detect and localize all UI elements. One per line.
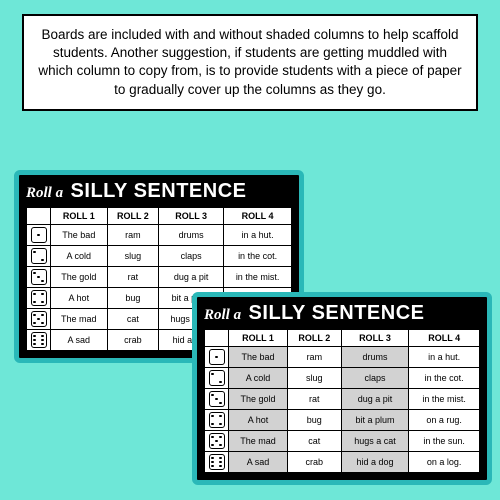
cell: on a log. (409, 452, 480, 473)
dice-icon (209, 433, 225, 449)
cell: The gold (229, 389, 288, 410)
cell: dug a pit (341, 389, 409, 410)
dice-cell (205, 431, 229, 452)
info-text: Boards are included with and without sha… (38, 27, 461, 97)
cell: drums (341, 347, 409, 368)
dice-cell (27, 225, 51, 246)
cell: in the mist. (224, 267, 292, 288)
cell: A hot (229, 410, 288, 431)
dice-cell (205, 410, 229, 431)
cell: A sad (229, 452, 288, 473)
table-row: A sadcrabhid a dogon a log. (205, 452, 480, 473)
cell: bit a plum (341, 410, 409, 431)
cell: The mad (229, 431, 288, 452)
dice-icon (31, 311, 47, 327)
cell: in the mist. (409, 389, 480, 410)
board-title: Roll a SILLY SENTENCE (26, 180, 292, 203)
cell: dug a pit (159, 267, 224, 288)
cell: The bad (229, 347, 288, 368)
dice-cell (27, 288, 51, 309)
cell: hid a dog (341, 452, 409, 473)
cell: ram (288, 347, 342, 368)
cell: A hot (51, 288, 108, 309)
cell: drums (159, 225, 224, 246)
dice-icon (209, 454, 225, 470)
dice-icon (209, 412, 225, 428)
cell: rat (107, 267, 158, 288)
board-shaded: Roll a SILLY SENTENCE ROLL 1ROLL 2ROLL 3… (192, 292, 492, 485)
dice-icon (31, 290, 47, 306)
cell: cat (288, 431, 342, 452)
dice-icon (209, 349, 225, 365)
title-prefix: Roll a (26, 185, 63, 201)
dice-cell (205, 389, 229, 410)
cell: cat (107, 309, 158, 330)
cell: bug (288, 410, 342, 431)
dice-cell (27, 330, 51, 351)
table-row: A coldslugclapsin the cot. (27, 246, 292, 267)
col-header (27, 208, 51, 225)
cell: ram (107, 225, 158, 246)
cell: A sad (51, 330, 108, 351)
table-row: The goldratdug a pitin the mist. (205, 389, 480, 410)
col-header (205, 330, 229, 347)
cell: in the cot. (409, 368, 480, 389)
board-title: Roll a SILLY SENTENCE (204, 302, 480, 325)
cell: slug (288, 368, 342, 389)
col-header: ROLL 2 (107, 208, 158, 225)
col-header: ROLL 1 (51, 208, 108, 225)
table-row: The goldratdug a pitin the mist. (27, 267, 292, 288)
cell: claps (159, 246, 224, 267)
cell: bug (107, 288, 158, 309)
cell: A cold (229, 368, 288, 389)
col-header: ROLL 1 (229, 330, 288, 347)
cell: A cold (51, 246, 108, 267)
roll-table-shaded: ROLL 1ROLL 2ROLL 3ROLL 4The badramdrumsi… (204, 329, 480, 473)
dice-cell (27, 246, 51, 267)
dice-icon (31, 227, 47, 243)
cell: rat (288, 389, 342, 410)
dice-icon (31, 332, 47, 348)
cell: hugs a cat (341, 431, 409, 452)
dice-icon (209, 370, 225, 386)
col-header: ROLL 2 (288, 330, 342, 347)
dice-cell (27, 267, 51, 288)
cell: in a hut. (224, 225, 292, 246)
table-row: A hotbugbit a plumon a rug. (205, 410, 480, 431)
dice-cell (205, 452, 229, 473)
col-header: ROLL 3 (341, 330, 409, 347)
table-row: A coldslugclapsin the cot. (205, 368, 480, 389)
dice-icon (31, 269, 47, 285)
dice-cell (205, 347, 229, 368)
cell: crab (107, 330, 158, 351)
dice-cell (205, 368, 229, 389)
cell: claps (341, 368, 409, 389)
dice-cell (27, 309, 51, 330)
cell: The bad (51, 225, 108, 246)
table-row: The badramdrumsin a hut. (27, 225, 292, 246)
cell: The mad (51, 309, 108, 330)
dice-icon (31, 248, 47, 264)
col-header: ROLL 3 (159, 208, 224, 225)
col-header: ROLL 4 (224, 208, 292, 225)
info-box: Boards are included with and without sha… (22, 14, 478, 111)
title-main: SILLY SENTENCE (71, 180, 247, 202)
table-row: The badramdrumsin a hut. (205, 347, 480, 368)
col-header: ROLL 4 (409, 330, 480, 347)
table-row: The madcathugs a catin the sun. (205, 431, 480, 452)
cell: crab (288, 452, 342, 473)
dice-icon (209, 391, 225, 407)
cell: The gold (51, 267, 108, 288)
cell: in a hut. (409, 347, 480, 368)
title-prefix: Roll a (204, 307, 241, 323)
cell: in the cot. (224, 246, 292, 267)
cell: slug (107, 246, 158, 267)
cell: in the sun. (409, 431, 480, 452)
cell: on a rug. (409, 410, 480, 431)
title-main: SILLY SENTENCE (249, 302, 425, 324)
